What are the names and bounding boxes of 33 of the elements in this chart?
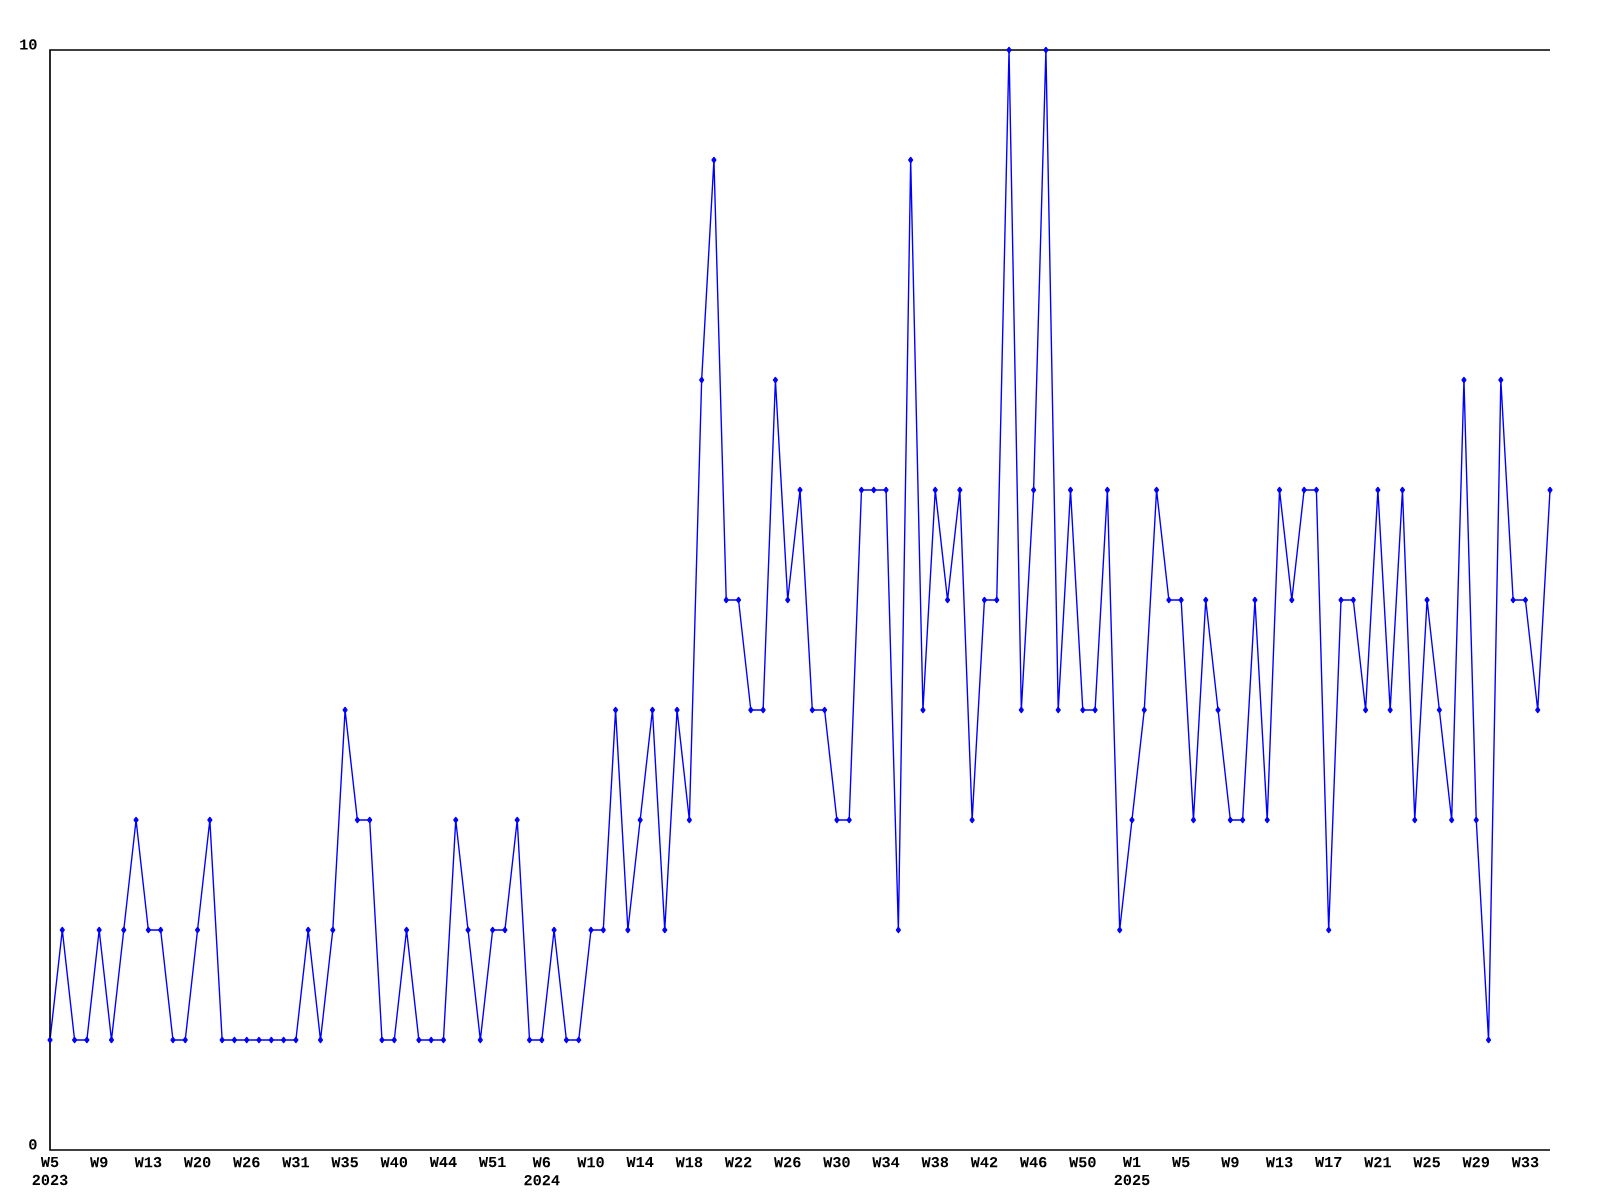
x-tick-label: W1 2025 xyxy=(1114,1157,1150,1186)
x-tick-label: W21 xyxy=(1364,1156,1391,1168)
x-tick-label: W17 xyxy=(1315,1157,1342,1168)
x-tick-label: W9 xyxy=(90,1156,108,1168)
x-tick-label: W9 xyxy=(1221,1156,1239,1168)
y-tick-label: 10 xyxy=(20,39,37,50)
x-tick-label: W14 xyxy=(626,1157,654,1168)
x-tick-label: W44 xyxy=(429,1157,457,1168)
x-tick-label: W31 xyxy=(282,1156,309,1168)
x-tick-label: W50 xyxy=(1069,1156,1096,1168)
x-tick-label: W46 xyxy=(1019,1156,1047,1168)
x-tick-label: W38 xyxy=(921,1156,949,1168)
x-tick-label: W18 xyxy=(675,1156,703,1168)
x-tick-label: W5 2023 xyxy=(32,1157,68,1186)
x-tick-label: W26 xyxy=(233,1156,260,1168)
x-tick-label: W40 xyxy=(380,1156,408,1168)
x-tick-label: W5 xyxy=(1172,1157,1190,1168)
x-tick-label: W22 xyxy=(724,1156,752,1168)
x-tick-label: W42 xyxy=(970,1156,998,1168)
x-tick-label: W35 xyxy=(331,1156,358,1168)
x-tick-label: W10 xyxy=(577,1156,604,1168)
x-tick-label: W29 xyxy=(1462,1156,1490,1168)
y-tick-label: 0 xyxy=(29,1139,37,1150)
x-tick-label: W30 xyxy=(823,1156,850,1168)
x-tick-label: W13 xyxy=(134,1156,162,1168)
x-tick-label: W13 xyxy=(1265,1156,1293,1168)
x-tick-label: W20 xyxy=(183,1156,211,1168)
x-tick-label: W34 xyxy=(872,1156,900,1168)
x-tick-label: W6 2024 xyxy=(524,1156,560,1186)
x-tick-label: W25 xyxy=(1413,1156,1440,1168)
x-tick-label: W51 xyxy=(478,1157,506,1168)
x-tick-label: W26 xyxy=(774,1156,801,1168)
x-tick-label: W33 xyxy=(1511,1156,1539,1168)
